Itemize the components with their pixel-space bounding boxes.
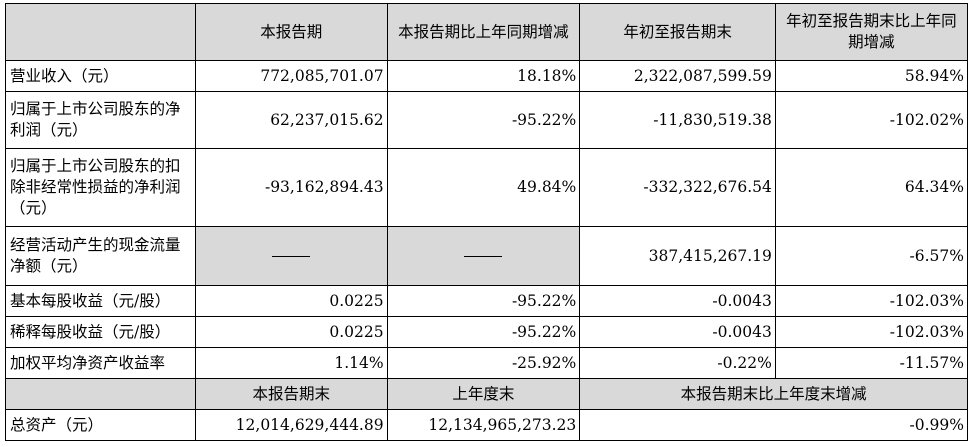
table-row: 营业收入（元） 772,085,701.07 18.18% 2,322,087,… xyxy=(5,60,968,92)
cell-ytd: -0.22% xyxy=(579,347,776,379)
header-ytd: 年初至报告期末 xyxy=(579,3,776,61)
dash-mark xyxy=(464,256,503,257)
cell-ytd-yoy: -6.57% xyxy=(774,226,968,286)
cell-ytd-yoy: 58.94% xyxy=(774,60,968,92)
cell-ytd: -11,830,519.38 xyxy=(579,91,776,149)
row-label: 归属于上市公司股东的扣除非经常性损益的净利润（元） xyxy=(5,148,196,227)
cell-period-end: 12,014,629,444.89 xyxy=(194,409,388,441)
cell-current: 0.0225 xyxy=(194,316,388,348)
row-label: 稀释每股收益（元/股） xyxy=(5,316,196,348)
header-change: 本报告期末比上年度末增减 xyxy=(579,378,968,410)
table-row: 加权平均净资产收益率 1.14% -25.92% -0.22% -11.57% xyxy=(5,347,968,379)
cell-current: -93,162,894.43 xyxy=(194,148,388,227)
row-label: 经营活动产生的现金流量净额（元） xyxy=(5,226,196,286)
header-row-2: 本报告期末 上年度末 本报告期末比上年度末增减 xyxy=(5,378,968,410)
cell-ytd: -332,322,676.54 xyxy=(579,148,776,227)
row-label: 总资产（元） xyxy=(5,409,196,441)
header-corner-cell xyxy=(5,3,196,61)
cell-current-yoy: -25.92% xyxy=(386,347,581,379)
cell-ytd-yoy: -102.02% xyxy=(774,91,968,149)
cell-current-na xyxy=(194,226,388,286)
cell-change: -0.99% xyxy=(579,409,968,441)
financial-indicators-table: 本报告期 本报告期比上年同期增减 年初至报告期末 年初至报告期末比上年同期增减 … xyxy=(5,3,968,441)
cell-ytd-yoy: 64.34% xyxy=(774,148,968,227)
cell-ytd-yoy: -102.03% xyxy=(774,285,968,317)
table-row-total-assets: 总资产（元） 12,014,629,444.89 12,134,965,273.… xyxy=(5,409,968,441)
cell-ytd: -0.0043 xyxy=(579,285,776,317)
cell-ytd-yoy: -102.03% xyxy=(774,316,968,348)
row-label: 归属于上市公司股东的净利润（元） xyxy=(5,91,196,149)
cell-ytd: 387,415,267.19 xyxy=(579,226,776,286)
header-row: 本报告期 本报告期比上年同期增减 年初至报告期末 年初至报告期末比上年同期增减 xyxy=(5,3,968,61)
cell-current-yoy: 18.18% xyxy=(386,60,581,92)
cell-current: 772,085,701.07 xyxy=(194,60,388,92)
header-last-year-end: 上年度末 xyxy=(386,378,581,410)
table-row: 归属于上市公司股东的净利润（元） 62,237,015.62 -95.22% -… xyxy=(5,91,968,149)
table-row: 归属于上市公司股东的扣除非经常性损益的净利润（元） -93,162,894.43… xyxy=(5,148,968,227)
row-label: 加权平均净资产收益率 xyxy=(5,347,196,379)
cell-current-yoy: -95.22% xyxy=(386,285,581,317)
cell-current: 1.14% xyxy=(194,347,388,379)
cell-current-yoy-na xyxy=(386,226,581,286)
cell-current-yoy: 49.84% xyxy=(386,148,581,227)
header-current-period: 本报告期 xyxy=(194,3,388,61)
financial-table-wrapper: 本报告期 本报告期比上年同期增减 年初至报告期末 年初至报告期末比上年同期增减 … xyxy=(5,3,968,441)
cell-ytd: -0.0043 xyxy=(579,316,776,348)
cell-current-yoy: -95.22% xyxy=(386,316,581,348)
cell-current-yoy: -95.22% xyxy=(386,91,581,149)
cell-current: 0.0225 xyxy=(194,285,388,317)
header-ytd-yoy: 年初至报告期末比上年同期增减 xyxy=(774,3,968,61)
cell-ytd: 2,322,087,599.59 xyxy=(579,60,776,92)
table-row: 基本每股收益（元/股） 0.0225 -95.22% -0.0043 -102.… xyxy=(5,285,968,317)
table-row: 经营活动产生的现金流量净额（元） 387,415,267.19 -6.57% xyxy=(5,226,968,286)
table-row: 稀释每股收益（元/股） 0.0225 -95.22% -0.0043 -102.… xyxy=(5,316,968,348)
dash-mark xyxy=(272,256,311,257)
cell-current: 62,237,015.62 xyxy=(194,91,388,149)
cell-ytd-yoy: -11.57% xyxy=(774,347,968,379)
header-period-end: 本报告期末 xyxy=(194,378,388,410)
header2-corner-cell xyxy=(5,378,196,410)
row-label: 营业收入（元） xyxy=(5,60,196,92)
header-current-yoy: 本报告期比上年同期增减 xyxy=(386,3,581,61)
row-label: 基本每股收益（元/股） xyxy=(5,285,196,317)
cell-last-year-end: 12,134,965,273.23 xyxy=(386,409,581,441)
